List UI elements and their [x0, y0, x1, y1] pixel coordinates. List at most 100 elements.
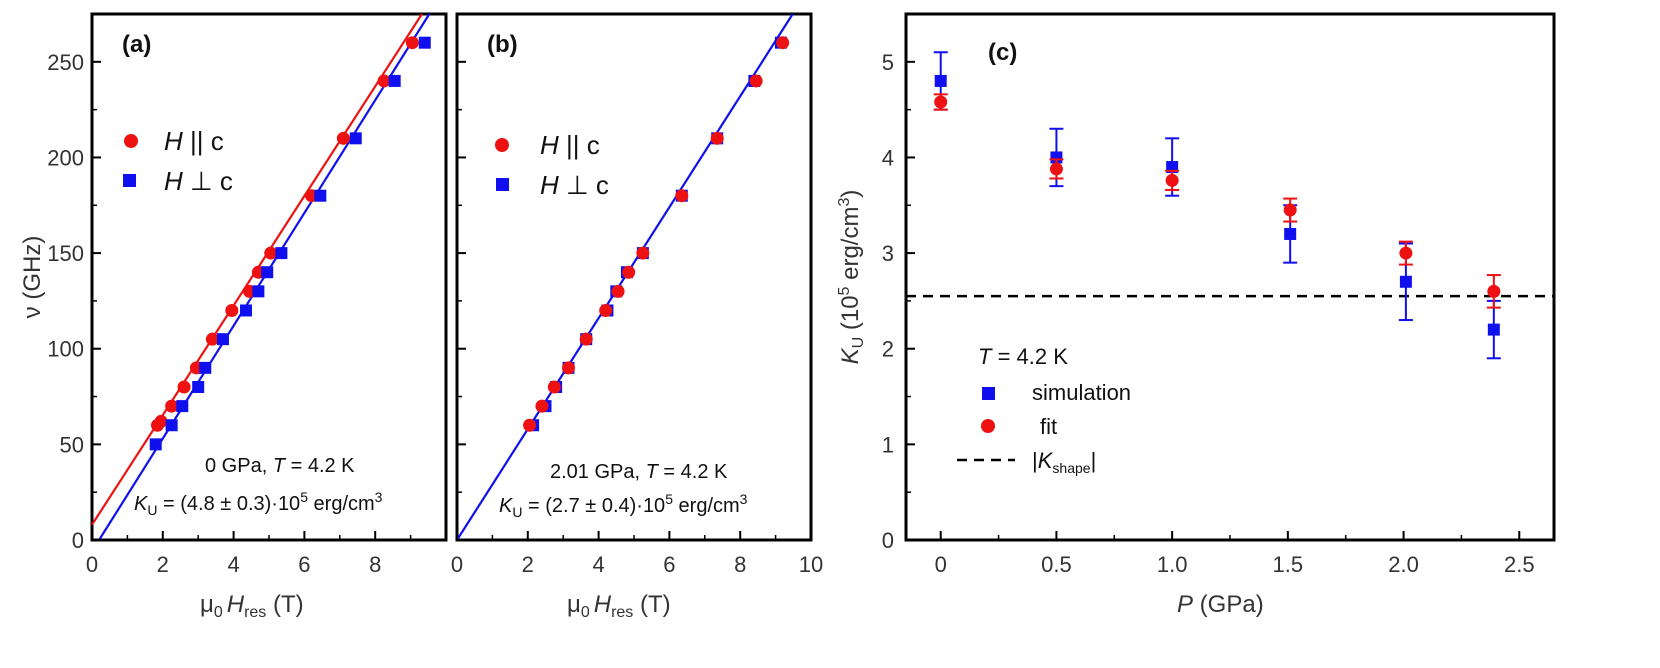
panel-a-y-tick-label-3: 150 — [47, 241, 84, 266]
panel-c-legend-fit: fit — [1040, 414, 1057, 439]
panel-c-y-tick-label-0: 0 — [882, 528, 894, 553]
panel-b-point-0-9 — [675, 189, 689, 203]
panel-c-x-tick-label-0: 0 — [935, 552, 947, 577]
panel-c-x-tick-label-5: 2.5 — [1504, 552, 1535, 577]
panel-b-x-tick-label-3: 6 — [663, 552, 675, 577]
panel-a-annotation-line1: 0 GPa, T = 4.2 K — [205, 455, 355, 477]
panel-c-y-tick-label-3: 3 — [882, 241, 894, 266]
panel-a-point-1-1 — [165, 419, 178, 432]
panel-c-point-1-2 — [1165, 173, 1179, 187]
panel-c-legend-square-marker — [982, 387, 995, 400]
panel-c-ticks: 0 0.5 1.0 1.5 2.0 2.5 0 1 2 3 4 5 — [882, 13, 1535, 577]
panel-c-y-axis-label: KU (105 erg/cm3) — [836, 190, 867, 365]
panel-b-point-0-6 — [611, 284, 625, 298]
panel-b-annotation-line1: 2.01 GPa, T = 4.2 K — [550, 461, 728, 483]
panel-b-point-0-11 — [749, 74, 763, 88]
panel-a-legend-circle-marker — [124, 134, 138, 148]
panel-a-point-1-0 — [149, 438, 162, 451]
panel-a-point-0-3 — [177, 380, 191, 394]
panel-a-x-tick-label-1: 2 — [157, 552, 169, 577]
panel-c-point-1-5 — [1487, 284, 1501, 298]
panel-c-legend-shape: |Kshape| — [1032, 448, 1096, 476]
panel-c-y-tick-label-5: 5 — [882, 50, 894, 75]
panel-c-point-0-4 — [1399, 275, 1412, 288]
panel-c-legend-simulation: simulation — [1032, 380, 1131, 405]
panel-b-x-tick-label-4: 8 — [734, 552, 746, 577]
panel-a-x-tick-label-0: 0 — [86, 552, 98, 577]
panel-a-point-0-6 — [225, 303, 239, 317]
panel-c-point-0-5 — [1487, 323, 1500, 336]
panel-c-legend-circle-marker — [981, 419, 995, 433]
panel-b-point-0-3 — [562, 361, 576, 375]
panel-a-point-1-5 — [216, 333, 229, 346]
panel-b-point-0-0 — [523, 418, 537, 432]
panel-b-legend-square-marker — [496, 178, 509, 191]
panel-c-x-tick-label-2: 1.0 — [1157, 552, 1188, 577]
panel-a-point-1-3 — [192, 380, 205, 393]
panel-a-ticks: 0 2 4 6 8 0 50 100 150 200 250 — [47, 13, 412, 577]
panel-b-ticks: 0 2 4 6 8 10 — [451, 13, 823, 577]
panel-a-point-1-4 — [199, 361, 212, 374]
panel-a-legend-square-marker — [123, 174, 136, 187]
panel-c-legend-title: T = 4.2 K — [978, 344, 1068, 369]
panel-c: 0 0.5 1.0 1.5 2.0 2.5 0 1 2 3 4 5 (c) T = 4.2 K sim… — [836, 12, 1556, 618]
panel-a-point-1-9 — [275, 247, 288, 260]
panel-b-legend-item-1: H ⊥ c — [540, 170, 609, 200]
panel-a-points — [149, 36, 431, 451]
panel-c-x-axis-label: P (GPa) — [1177, 591, 1264, 618]
panel-c-point-1-1 — [1049, 162, 1063, 176]
panel-a-point-0-11 — [336, 131, 350, 145]
panel-a-y-tick-label-5: 250 — [47, 50, 84, 75]
panel-a-point-1-7 — [252, 285, 265, 298]
panel-a-point-1-6 — [239, 304, 252, 317]
panel-a-point-1-10 — [314, 189, 327, 202]
panel-c-point-0-3 — [1284, 227, 1297, 240]
panel-b-x-tick-label-5: 10 — [799, 552, 823, 577]
panel-a-x-axis-label: μ0 Hres (T) — [200, 591, 304, 621]
panel-a-y-tick-label-0: 0 — [72, 528, 84, 553]
panel-c-point-0-1 — [1050, 151, 1063, 164]
panel-a-point-1-12 — [388, 74, 401, 87]
panel-a-x-tick-label-3: 6 — [298, 552, 310, 577]
panel-b-x-tick-label-2: 4 — [592, 552, 604, 577]
panel-b-point-0-2 — [547, 380, 561, 394]
panel-a-point-1-8 — [261, 266, 274, 279]
panel-b-point-0-7 — [622, 265, 636, 279]
panel-a-point-0-5 — [205, 332, 219, 346]
panel-a-legend-item-0: H || c — [164, 126, 224, 156]
panel-c-x-tick-label-1: 0.5 — [1041, 552, 1072, 577]
panel-c-point-0-0 — [934, 74, 947, 87]
panel-c-label: (c) — [988, 39, 1017, 66]
panel-a-legend-item-1: H ⊥ c — [164, 166, 233, 196]
panel-b-x-tick-label-1: 2 — [522, 552, 534, 577]
panel-b-points — [523, 36, 790, 432]
panel-b-point-0-10 — [710, 131, 724, 145]
panel-c-points — [933, 51, 1501, 360]
panel-a-x-tick-label-2: 4 — [227, 552, 239, 577]
panel-b-point-0-12 — [776, 36, 790, 50]
panel-a-point-0-1 — [154, 414, 168, 428]
panel-c-frame — [904, 12, 1556, 542]
panel-b-annotation-line2: KU = (2.7 ± 0.4)·105 erg/cm3 — [499, 491, 748, 520]
panel-a-point-0-13 — [405, 36, 419, 50]
panel-a-annotation-line2: KU = (4.8 ± 0.3)·105 erg/cm3 — [134, 489, 383, 518]
panel-c-x-tick-label-3: 1.5 — [1273, 552, 1304, 577]
panel-a-y-tick-label-2: 100 — [47, 337, 84, 362]
panel-c-y-tick-label-1: 1 — [882, 432, 894, 457]
panel-b-point-0-4 — [579, 332, 593, 346]
panel-a-point-1-13 — [418, 36, 431, 49]
panel-b-x-tick-label-0: 0 — [451, 552, 463, 577]
panel-b: 0 2 4 6 8 10 (b) H || c H ⊥ c 2.01 GPa, T = 4… — [451, 12, 823, 621]
panel-c-y-tick-label-4: 4 — [882, 145, 894, 170]
panel-b-point-0-8 — [636, 246, 650, 260]
panel-b-x-axis-label: μ0 Hres (T) — [567, 591, 671, 621]
panel-a-y-axis-label: ν (GHz) — [19, 236, 46, 319]
panel-a-point-0-12 — [377, 74, 391, 88]
panel-c-x-tick-label-4: 2.0 — [1388, 552, 1419, 577]
panel-b-label: (b) — [487, 31, 518, 58]
panel-a-y-tick-label-1: 50 — [60, 432, 84, 457]
panel-c-point-1-4 — [1399, 246, 1413, 260]
panel-b-point-0-1 — [535, 399, 549, 413]
panel-a-point-0-2 — [165, 399, 179, 413]
